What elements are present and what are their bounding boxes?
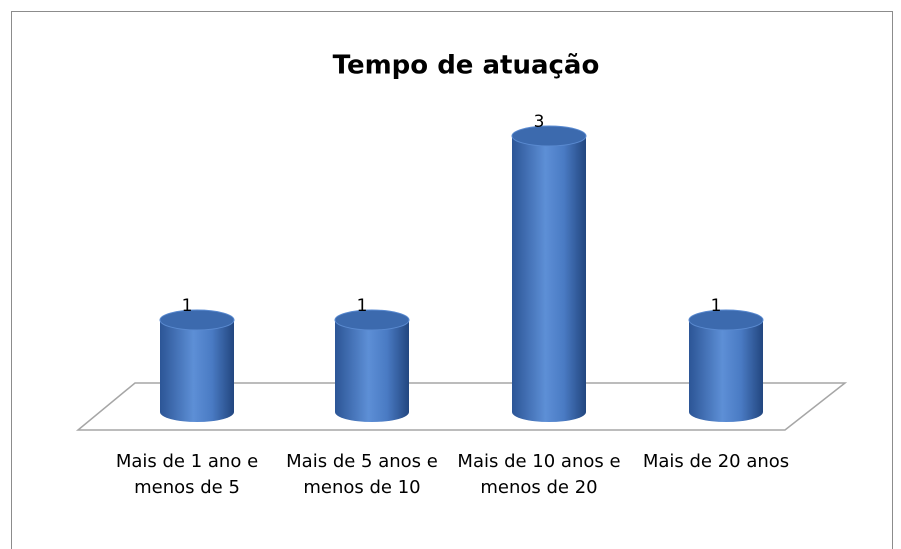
chart-title: Tempo de atuação (333, 51, 600, 81)
bar-top (159, 309, 235, 331)
floor (75, 382, 848, 431)
bar-top (511, 125, 587, 147)
bar (160, 320, 234, 422)
bar-top (334, 309, 410, 331)
x-tick-label: Mais de 10 anos e menos de 20 (457, 451, 621, 498)
value-label: 1 (711, 296, 722, 316)
bar (512, 136, 586, 422)
value-label: 1 (357, 296, 368, 316)
bar (689, 320, 763, 422)
value-label: 3 (534, 112, 545, 132)
x-tick-label: Mais de 1 ano e menos de 5 (115, 451, 259, 498)
chart-border (11, 11, 893, 549)
x-tick-label: Mais de 5 anos e menos de 10 (286, 451, 438, 498)
bar-top (688, 309, 764, 331)
value-label: 1 (182, 296, 193, 316)
bar (335, 320, 409, 422)
x-tick-label: Mais de 20 anos (642, 451, 790, 472)
